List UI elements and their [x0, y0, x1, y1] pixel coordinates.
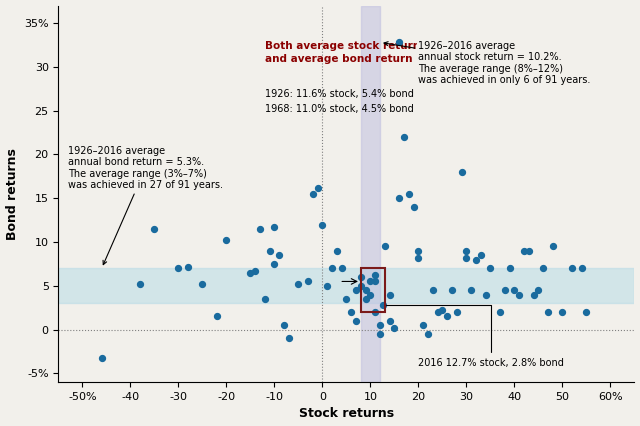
Point [533, 287, 543, 294]
Point [322, 282, 332, 289]
Point [212, 313, 222, 320]
Text: 1926: 11.6% stock, 5.4% bond
1968: 11.0% stock, 4.5% bond: 1926: 11.6% stock, 5.4% bond 1968: 11.0%… [265, 89, 413, 114]
Point [413, 254, 424, 261]
Point [260, 296, 270, 302]
Point [413, 248, 424, 254]
Point [264, 248, 275, 254]
Point [250, 268, 260, 274]
Text: 1926–2016 average
annual stock return = 10.2%.
The average range (8%–12%)
was ac: 1926–2016 average annual stock return = … [384, 40, 591, 85]
Point [500, 287, 510, 294]
Point [378, 302, 388, 308]
Text: 1926–2016 average
annual bond return = 5.3%.
The average range (3%–7%)
was achie: 1926–2016 average annual bond return = 5… [68, 146, 223, 265]
Point [389, 325, 399, 331]
Point [408, 204, 419, 210]
Point [548, 243, 558, 250]
Point [524, 248, 534, 254]
Point [543, 309, 553, 316]
Point [442, 313, 452, 320]
Point [356, 282, 366, 289]
Point [557, 309, 568, 316]
Point [308, 190, 318, 197]
Point [375, 331, 385, 337]
Point [375, 322, 385, 328]
Point [447, 287, 457, 294]
Point [351, 287, 361, 294]
Point [317, 221, 328, 228]
Point [370, 272, 380, 279]
Point [365, 291, 376, 298]
Point [433, 309, 443, 316]
Point [529, 291, 539, 298]
Point [97, 354, 107, 361]
Point [471, 256, 481, 263]
Point [351, 317, 361, 324]
Point [385, 291, 395, 298]
Point [456, 169, 467, 176]
X-axis label: Stock returns: Stock returns [299, 407, 394, 420]
Point [269, 224, 280, 230]
Bar [361, 6, 380, 382]
Point [437, 307, 447, 314]
Point [135, 281, 145, 288]
Point [418, 322, 428, 328]
Point [581, 309, 591, 316]
Point [399, 133, 409, 140]
Point [312, 184, 323, 191]
Point [332, 248, 342, 254]
Point [149, 225, 159, 232]
Point [284, 335, 294, 342]
Point [380, 243, 390, 250]
Y-axis label: Bond returns: Bond returns [6, 148, 19, 240]
Point [538, 265, 548, 272]
Point [346, 309, 356, 316]
Bar [361, 268, 385, 312]
Point [293, 281, 303, 288]
Point [274, 252, 284, 259]
Point [476, 252, 486, 259]
Point [370, 309, 380, 316]
Point [341, 296, 351, 302]
Point [197, 281, 207, 288]
Point [183, 263, 193, 270]
Point [485, 265, 495, 272]
Point [394, 39, 404, 46]
Point [360, 287, 371, 294]
Point [269, 261, 280, 268]
Point [327, 265, 337, 272]
Text: 2016 12.7% stock, 2.8% bond: 2016 12.7% stock, 2.8% bond [386, 305, 564, 368]
Point [577, 265, 587, 272]
Point [404, 190, 414, 197]
Point [509, 287, 520, 294]
Point [466, 287, 476, 294]
Point [461, 248, 472, 254]
Point [360, 296, 371, 302]
Point [519, 248, 529, 254]
Point [365, 278, 376, 285]
Point [428, 287, 438, 294]
Point [370, 278, 380, 285]
Point [461, 254, 472, 261]
Point [504, 265, 515, 272]
Point [173, 265, 184, 272]
Text: Both average stock return
and average bond return: Both average stock return and average bo… [265, 40, 420, 64]
Point [303, 278, 313, 285]
Point [337, 265, 347, 272]
Point [385, 317, 395, 324]
Point [481, 291, 491, 298]
Point [279, 322, 289, 328]
Point [356, 273, 366, 280]
Point [495, 309, 505, 316]
Point [221, 237, 232, 244]
Point [514, 291, 524, 298]
Point [567, 265, 577, 272]
Point [245, 269, 255, 276]
Bar [58, 268, 634, 303]
Point [394, 195, 404, 201]
Point [423, 331, 433, 337]
Point [255, 225, 265, 232]
Point [452, 309, 462, 316]
